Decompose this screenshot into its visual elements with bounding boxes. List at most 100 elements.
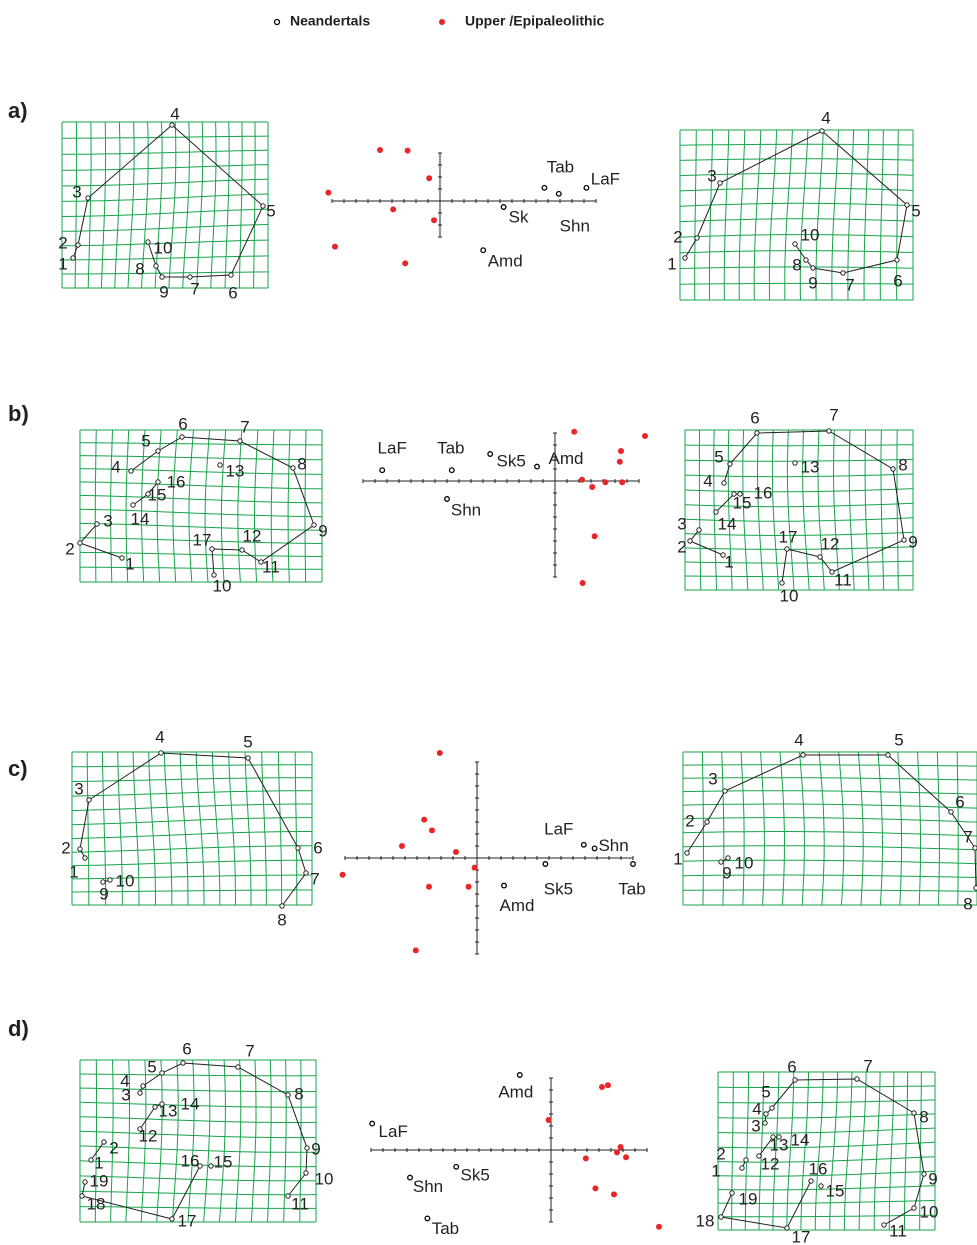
grid-line <box>80 442 322 446</box>
point <box>614 1149 620 1156</box>
grid-line <box>94 429 97 583</box>
grid-line <box>224 121 230 289</box>
grid-line <box>708 129 713 300</box>
point <box>429 827 435 834</box>
landmark-label: 9 <box>808 273 817 292</box>
outline <box>684 130 908 274</box>
grid-line <box>253 122 256 289</box>
landmark-label: 6 <box>750 408 759 427</box>
point <box>377 147 383 153</box>
landmark <box>904 202 910 208</box>
outline <box>130 436 315 576</box>
grid-line <box>71 889 312 893</box>
landmark-label: 9 <box>928 1169 937 1188</box>
landmark-label: 6 <box>893 271 902 290</box>
landmark-label: 5 <box>714 447 723 466</box>
point-label: Amd <box>500 896 535 915</box>
landmark-label: 8 <box>294 1084 303 1103</box>
landmark-label: 2 <box>716 1144 725 1163</box>
grid-line <box>679 282 914 285</box>
landmark <box>704 819 710 825</box>
landmark <box>79 1193 85 1199</box>
grid-line <box>879 129 884 301</box>
landmark-label: 3 <box>121 1085 130 1104</box>
landmark <box>153 263 159 269</box>
grid-line <box>717 1127 936 1134</box>
grid-line <box>863 129 869 300</box>
point <box>589 484 596 490</box>
point <box>542 861 549 867</box>
landmark <box>694 235 700 241</box>
landmark-label: 15 <box>826 1181 845 1200</box>
landmark-label: 14 <box>131 509 150 528</box>
grid-line <box>831 129 839 301</box>
grid-line <box>799 751 805 906</box>
landmark <box>285 1193 291 1199</box>
grid-line <box>682 831 977 837</box>
landmark-label: 14 <box>791 1130 810 1149</box>
grid-line <box>679 234 914 238</box>
grid-line <box>219 1059 226 1223</box>
grid-line <box>897 751 903 906</box>
landmark <box>75 242 81 248</box>
landmark <box>152 1104 158 1110</box>
grid-line <box>679 250 914 254</box>
point <box>404 147 411 154</box>
landmark <box>911 1205 917 1211</box>
point <box>426 883 432 890</box>
point <box>379 467 386 474</box>
grid-line <box>254 429 259 583</box>
grid-line <box>701 751 704 906</box>
landmark-label: 10 <box>116 871 135 890</box>
point <box>623 1154 629 1161</box>
grid-line <box>838 751 845 906</box>
grid-line <box>679 172 914 177</box>
landmark <box>279 903 285 909</box>
landmark-label: 2 <box>673 227 682 246</box>
point <box>436 750 443 756</box>
grid-line <box>171 1059 179 1223</box>
landmark <box>792 241 798 247</box>
point-label: Sk <box>509 207 529 226</box>
landmark-label: 11 <box>262 557 280 576</box>
landmark <box>260 203 266 209</box>
landmark <box>237 438 243 444</box>
point <box>402 260 409 267</box>
grid-line <box>127 121 135 289</box>
grid-line <box>756 429 764 591</box>
grid-line <box>864 429 870 591</box>
landmark <box>803 257 809 263</box>
point-label: Sk5 <box>461 1165 490 1184</box>
grid-line <box>156 429 162 583</box>
landmark-label: 15 <box>733 493 752 512</box>
landmark-label: 17 <box>779 527 798 546</box>
grid-line <box>125 429 130 583</box>
landmark-label: 12 <box>821 534 840 553</box>
grid-line <box>717 1085 936 1088</box>
grid-line <box>100 121 107 289</box>
point <box>480 247 487 254</box>
landmark <box>159 1070 165 1076</box>
landmark <box>890 466 896 472</box>
legend-label: Upper /Epipaleolithic <box>465 13 604 29</box>
landmark-label: 3 <box>708 769 717 788</box>
grid-line <box>62 271 269 275</box>
landmark <box>137 1090 143 1096</box>
landmark <box>158 750 164 756</box>
landmark <box>885 752 891 758</box>
grid-line <box>684 575 914 578</box>
landmark <box>82 855 88 861</box>
landmark-label: 11 <box>834 570 852 589</box>
landmark <box>854 1076 860 1082</box>
grid-line <box>71 777 312 782</box>
grid-line <box>156 1059 163 1223</box>
grid-line <box>238 121 243 289</box>
landmark <box>155 479 161 485</box>
landmark <box>303 1170 309 1176</box>
landmark <box>784 1225 790 1231</box>
point <box>325 189 332 196</box>
landmark-label: 3 <box>751 1116 760 1135</box>
landmark-label: 1 <box>69 862 78 881</box>
grid-line <box>873 1071 881 1230</box>
landmark <box>792 1077 798 1083</box>
